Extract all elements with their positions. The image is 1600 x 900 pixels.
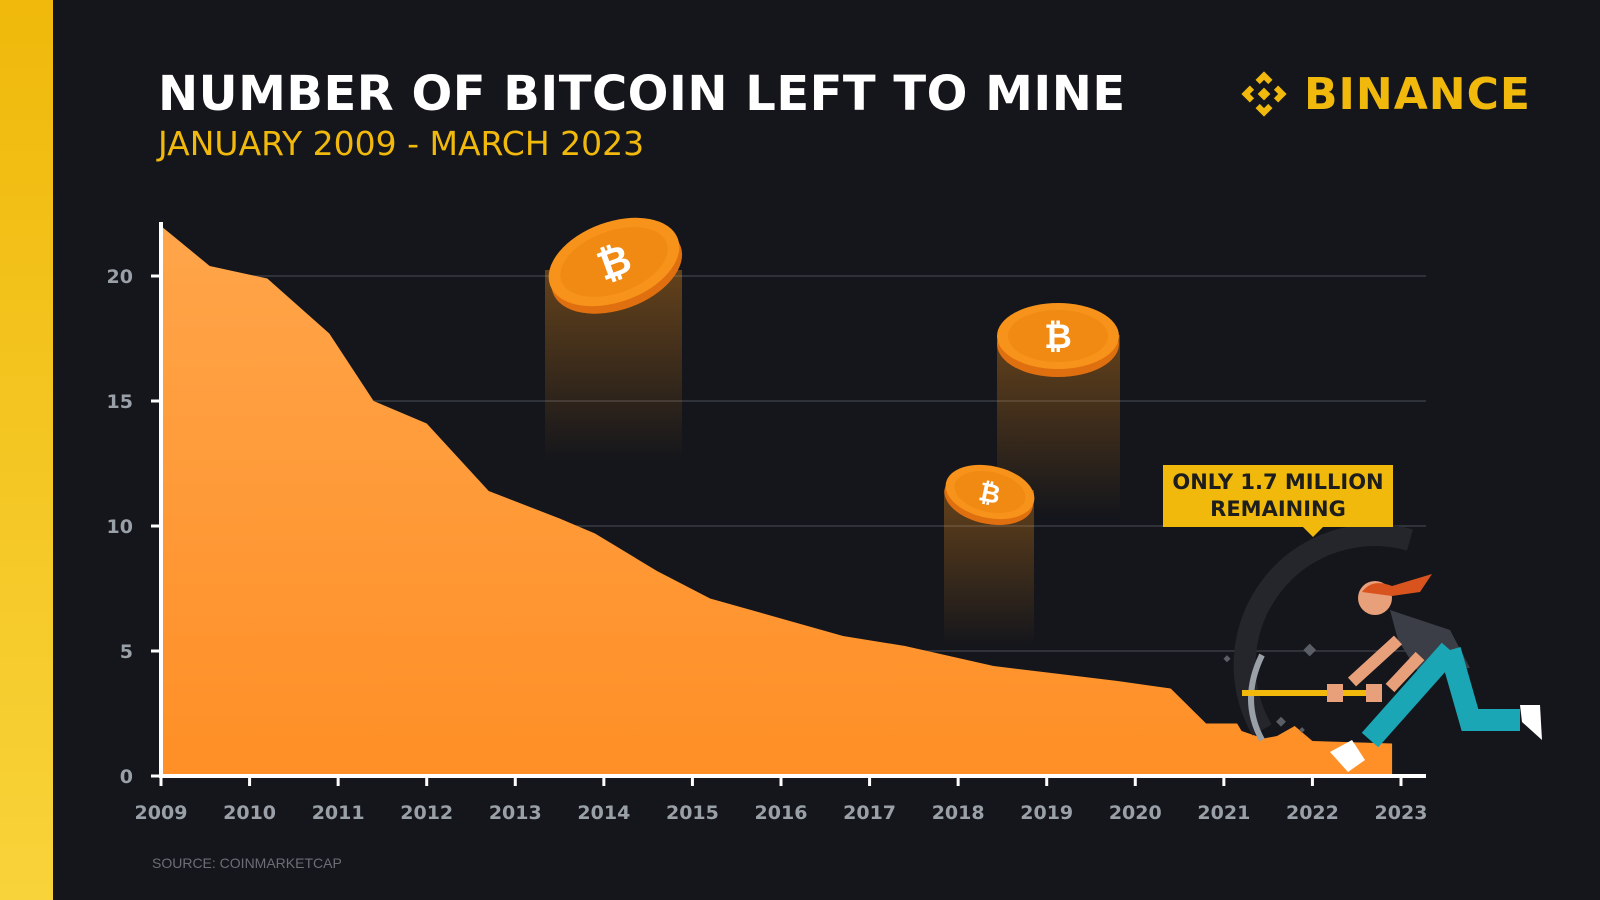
x-tick-label: 2010 xyxy=(223,802,276,824)
callout-line-1: ONLY 1.7 MILLION xyxy=(1172,470,1384,494)
x-tick-label: 2018 xyxy=(932,802,985,824)
x-tick-label: 2017 xyxy=(843,802,896,824)
y-tick-label: 0 xyxy=(120,766,133,788)
y-tick-label: 5 xyxy=(120,641,133,663)
x-tick-label: 2011 xyxy=(312,802,365,824)
x-tick-label: 2013 xyxy=(489,802,542,824)
y-tick-label: 20 xyxy=(107,266,133,288)
pickaxe-head-icon xyxy=(1248,653,1265,742)
source-note: SOURCE: COINMARKETCAP xyxy=(152,855,342,871)
bitcoin-coin-icon: ₿ xyxy=(944,464,1035,525)
binance-diamond-icon xyxy=(1241,71,1287,117)
y-tick-label: 10 xyxy=(107,516,133,538)
brand-logo: BINANCE xyxy=(1236,64,1531,124)
x-tick-label: 2015 xyxy=(666,802,719,824)
chart-title: NUMBER OF BITCOIN LEFT TO MINE xyxy=(158,66,1126,122)
x-tick-label: 2023 xyxy=(1375,802,1428,824)
callout-line-2: REMAINING xyxy=(1210,497,1346,521)
bitcoin-coin-icon: ₿ xyxy=(548,217,683,314)
y-tick-label: 15 xyxy=(107,391,133,413)
brand-name: BINANCE xyxy=(1304,68,1531,120)
pickaxe-handle-icon xyxy=(1242,690,1372,696)
bitcoin-left-area xyxy=(161,226,1393,776)
bitcoin-coin-icon: ₿ xyxy=(997,303,1119,377)
x-tick-label: 2012 xyxy=(400,802,453,824)
left-accent-bar xyxy=(0,0,53,900)
x-tick-label: 2014 xyxy=(577,802,630,824)
remaining-callout: ONLY 1.7 MILLION REMAINING xyxy=(1163,465,1393,537)
x-tick-label: 2019 xyxy=(1020,802,1073,824)
chart-subtitle: JANUARY 2009 - MARCH 2023 xyxy=(158,124,645,163)
x-tick-label: 2009 xyxy=(135,802,188,824)
x-tick-label: 2022 xyxy=(1286,802,1339,824)
svg-text:₿: ₿ xyxy=(1044,317,1072,357)
x-tick-label: 2016 xyxy=(755,802,808,824)
miner-illustration xyxy=(1223,524,1542,772)
x-tick-label: 2020 xyxy=(1109,802,1162,824)
x-tick-label: 2021 xyxy=(1197,802,1250,824)
